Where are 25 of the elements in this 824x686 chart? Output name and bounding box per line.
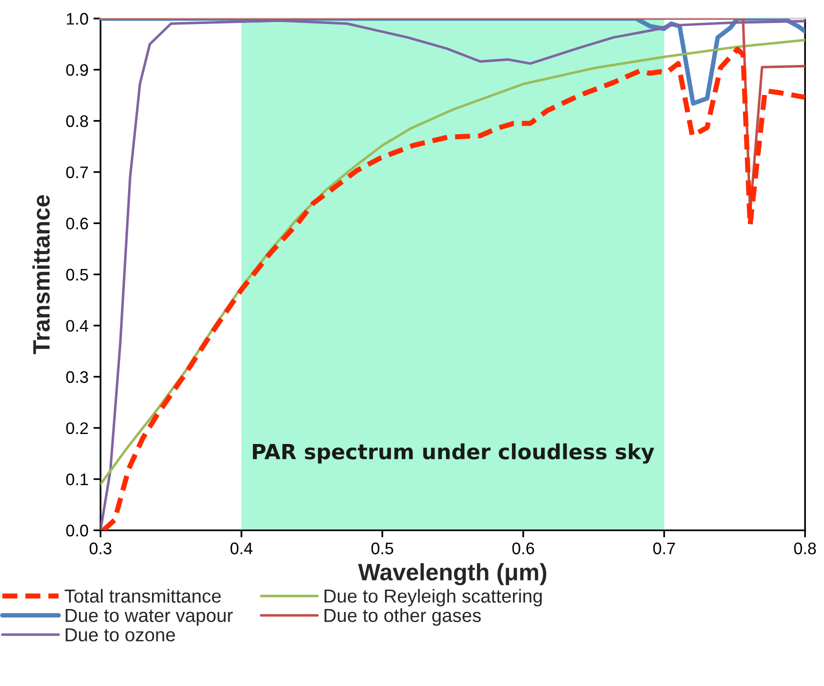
x-axis-title: Wavelength (μm) — [358, 563, 546, 586]
y-tick-label: 0.4 — [66, 320, 88, 332]
x-tick-label: 0.5 — [371, 542, 394, 554]
x-tick-label: 0.3 — [90, 542, 112, 554]
y-tick-label: 1.0 — [66, 12, 88, 25]
x-tick-label: 0.6 — [512, 542, 534, 554]
legend-label: Due to water vapour — [66, 608, 233, 626]
y-tick-label: 0.3 — [66, 371, 88, 383]
y-tick-label: 0.2 — [66, 422, 88, 434]
y-tick-label: 0.0 — [66, 524, 88, 536]
y-tick-label: 0.7 — [66, 166, 88, 178]
legend-label: Total transmittance — [64, 588, 221, 603]
y-tick-label: 0.9 — [66, 64, 88, 76]
legend-label: Due to Reyleigh scattering — [324, 588, 542, 606]
legend-label: Due to other gases — [324, 608, 481, 626]
y-tick-label: 0.6 — [66, 218, 88, 230]
x-tick-label: 0.4 — [230, 542, 253, 554]
y-axis-title: Transmittance — [32, 195, 50, 354]
legend-label: Due to ozone — [66, 628, 175, 642]
y-tick-label: 0.8 — [66, 115, 88, 128]
x-tick-label: 0.8 — [794, 542, 816, 554]
y-tick-label: 0.1 — [66, 474, 88, 486]
x-tick-label: 0.7 — [653, 542, 675, 554]
y-tick-label: 0.5 — [66, 268, 88, 281]
band-label: PAR spectrum under cloudless sky — [252, 443, 654, 464]
